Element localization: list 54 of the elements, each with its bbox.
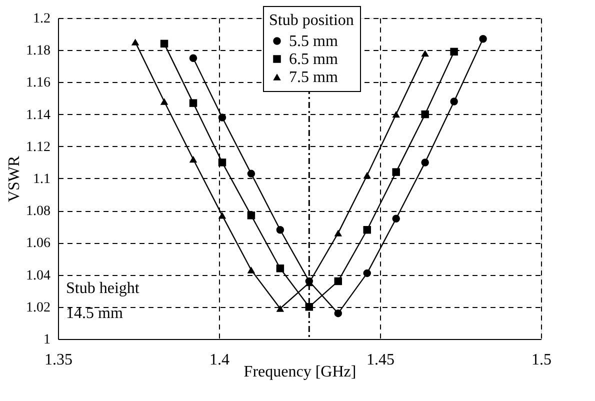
point bbox=[276, 226, 284, 234]
point bbox=[421, 50, 429, 57]
annotation: Stub height bbox=[66, 280, 140, 297]
y-tick-label: 1.1 bbox=[33, 172, 50, 187]
y-tick-label: 1.14 bbox=[26, 108, 50, 123]
point bbox=[160, 98, 168, 105]
point bbox=[421, 110, 429, 118]
point bbox=[479, 35, 487, 43]
legend-label: 6.5 mm bbox=[289, 51, 338, 68]
y-tick-label: 1.06 bbox=[26, 236, 50, 252]
y-tick-label: 1.2 bbox=[33, 12, 50, 26]
annotation: 14.5 mm bbox=[66, 305, 124, 322]
y-axis-title: VSWR bbox=[6, 156, 23, 202]
x-axis-title: Frequency [GHz] bbox=[244, 364, 356, 380]
y-tick-label: 1 bbox=[44, 332, 50, 348]
point bbox=[450, 48, 458, 56]
point bbox=[363, 172, 371, 179]
point bbox=[392, 168, 400, 176]
x-tick-label: 1.35 bbox=[44, 352, 72, 368]
x-tick-label: 1.5 bbox=[532, 352, 552, 368]
legend-label: 5.5 mm bbox=[289, 33, 338, 50]
point bbox=[305, 303, 314, 311]
point bbox=[276, 305, 284, 312]
point bbox=[189, 156, 198, 163]
point bbox=[334, 230, 342, 236]
point bbox=[392, 110, 400, 118]
point bbox=[450, 98, 458, 106]
point bbox=[247, 266, 256, 274]
point bbox=[189, 54, 198, 62]
legend-title: Stub position bbox=[269, 12, 354, 29]
y-tick-label: 1.08 bbox=[26, 204, 50, 220]
y-tick-label: 1.12 bbox=[26, 140, 50, 155]
point bbox=[276, 264, 284, 272]
y-tick-label: 1.16 bbox=[26, 76, 50, 91]
point bbox=[247, 212, 256, 220]
point bbox=[392, 214, 400, 222]
point bbox=[334, 309, 342, 318]
point bbox=[218, 212, 226, 219]
point bbox=[421, 158, 429, 166]
legend-label: 7.5 mm bbox=[289, 69, 338, 86]
point bbox=[363, 226, 371, 234]
x-tick-label: 1.45 bbox=[366, 352, 394, 368]
y-tick-label: 1.04 bbox=[26, 268, 50, 284]
point bbox=[218, 114, 226, 122]
x-tick-label: 1.4 bbox=[210, 352, 230, 368]
point bbox=[189, 99, 198, 107]
point bbox=[334, 277, 342, 286]
point bbox=[247, 170, 256, 178]
point bbox=[218, 158, 226, 166]
y-tick-label: 1.18 bbox=[26, 44, 50, 59]
point bbox=[363, 269, 371, 278]
point bbox=[160, 40, 168, 48]
y-tick-label: 1.02 bbox=[26, 300, 50, 316]
point bbox=[131, 38, 140, 46]
